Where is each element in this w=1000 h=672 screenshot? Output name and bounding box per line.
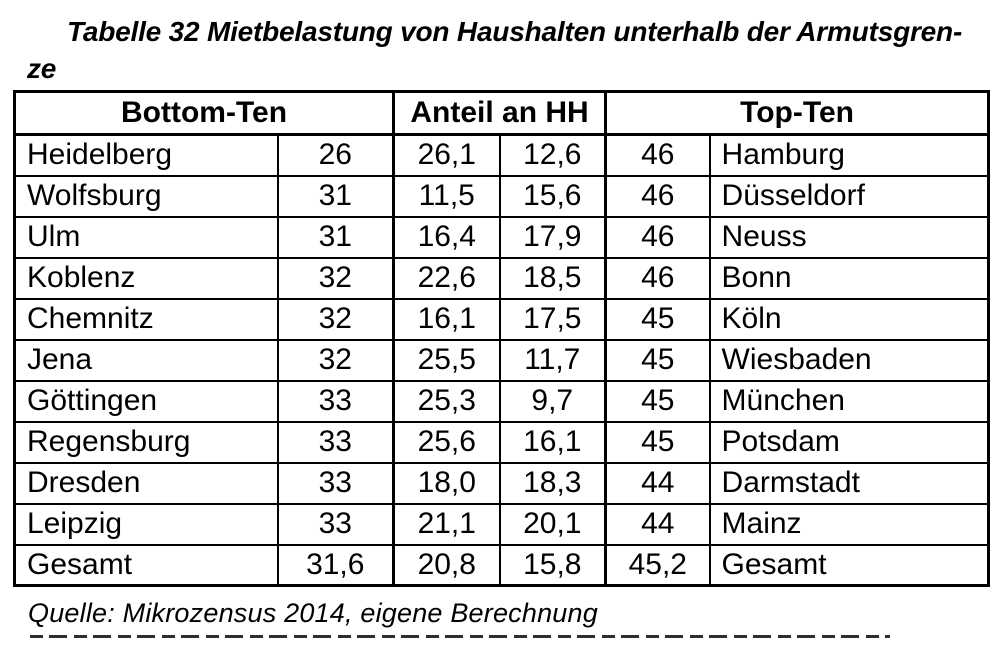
bottom-city-cell: Koblenz <box>13 256 279 300</box>
anteil-top-cell: 15,8 <box>498 543 607 587</box>
anteil-top-cell: 17,9 <box>498 215 607 259</box>
top-value-cell: 46 <box>604 133 711 177</box>
table-row: Heidelberg 26 26,1 12,6 46 Hamburg <box>13 133 990 177</box>
bottom-city-cell: Wolfsburg <box>13 174 279 218</box>
bottom-value-cell: 32 <box>276 256 395 300</box>
anteil-bottom-cell: 16,1 <box>392 297 501 341</box>
mietbelastung-table: Bottom-Ten Anteil an HH Top-Ten Heidelbe… <box>13 90 991 587</box>
bottom-value-cell: 32 <box>276 297 395 341</box>
top-city-cell: Neuss <box>708 215 990 259</box>
anteil-bottom-cell: 25,3 <box>392 379 501 423</box>
bottom-value-cell: 32 <box>276 338 395 382</box>
bottom-city-cell: Dresden <box>13 461 279 505</box>
top-value-cell: 45 <box>604 338 711 382</box>
table-row: Regensburg 33 25,6 16,1 45 Potsdam <box>13 420 990 464</box>
top-city-cell: Mainz <box>708 502 990 546</box>
table-header-row: Bottom-Ten Anteil an HH Top-Ten <box>13 90 990 136</box>
top-city-cell: Hamburg <box>708 133 990 177</box>
top-city-cell: Wiesbaden <box>708 338 990 382</box>
bottom-value-cell: 31 <box>276 174 395 218</box>
top-value-cell: 44 <box>604 461 711 505</box>
top-city-cell: Gesamt <box>708 543 990 587</box>
column-header-anteil-an-hh: Anteil an HH <box>392 90 607 136</box>
table-row: Wolfsburg 31 11,5 15,6 46 Düsseldorf <box>13 174 990 218</box>
anteil-bottom-cell: 20,8 <box>392 543 501 587</box>
anteil-top-cell: 16,1 <box>498 420 607 464</box>
top-value-cell: 45 <box>604 420 711 464</box>
bottom-city-cell: Heidelberg <box>13 133 279 177</box>
anteil-top-cell: 12,6 <box>498 133 607 177</box>
top-city-cell: Potsdam <box>708 420 990 464</box>
anteil-bottom-cell: 25,6 <box>392 420 501 464</box>
table-total-row: Gesamt 31,6 20,8 15,8 45,2 Gesamt <box>13 543 990 587</box>
top-value-cell: 45 <box>604 379 711 423</box>
bottom-value-cell: 33 <box>276 379 395 423</box>
anteil-bottom-cell: 16,4 <box>392 215 501 259</box>
anteil-bottom-cell: 21,1 <box>392 502 501 546</box>
top-city-cell: Bonn <box>708 256 990 300</box>
table-row: Chemnitz 32 16,1 17,5 45 Köln <box>13 297 990 341</box>
column-header-bottom-ten: Bottom-Ten <box>13 90 395 136</box>
top-value-cell: 46 <box>604 256 711 300</box>
anteil-top-cell: 11,7 <box>498 338 607 382</box>
bottom-city-cell: Jena <box>13 338 279 382</box>
anteil-top-cell: 18,5 <box>498 256 607 300</box>
bottom-city-cell: Regensburg <box>13 420 279 464</box>
bottom-city-cell: Gesamt <box>13 543 279 587</box>
table-title-line-1: Tabelle 32 Mietbelastung von Haushalten … <box>67 16 963 47</box>
top-value-cell: 46 <box>604 215 711 259</box>
page: { "title": { "line1": "Tabelle 32 Mietbe… <box>0 13 1000 672</box>
anteil-bottom-cell: 11,5 <box>392 174 501 218</box>
bottom-city-cell: Chemnitz <box>13 297 279 341</box>
top-value-cell: 45,2 <box>604 543 711 587</box>
anteil-bottom-cell: 18,0 <box>392 461 501 505</box>
table-row: Koblenz 32 22,6 18,5 46 Bonn <box>13 256 990 300</box>
table-row: Ulm 31 16,4 17,9 46 Neuss <box>13 215 990 259</box>
top-value-cell: 45 <box>604 297 711 341</box>
top-city-cell: Düsseldorf <box>708 174 990 218</box>
top-city-cell: München <box>708 379 990 423</box>
top-city-cell: Darmstadt <box>708 461 990 505</box>
bottom-value-cell: 33 <box>276 461 395 505</box>
anteil-top-cell: 20,1 <box>498 502 607 546</box>
bottom-value-cell: 31,6 <box>276 543 395 587</box>
anteil-top-cell: 9,7 <box>498 379 607 423</box>
bottom-city-cell: Göttingen <box>13 379 279 423</box>
bottom-value-cell: 33 <box>276 420 395 464</box>
bottom-value-cell: 31 <box>276 215 395 259</box>
bottom-city-cell: Ulm <box>13 215 279 259</box>
anteil-top-cell: 17,5 <box>498 297 607 341</box>
anteil-top-cell: 18,3 <box>498 461 607 505</box>
table-row: Leipzig 33 21,1 20,1 44 Mainz <box>13 502 990 546</box>
column-header-top-ten: Top-Ten <box>604 90 990 136</box>
table-row: Jena 32 25,5 11,7 45 Wiesbaden <box>13 338 990 382</box>
top-city-cell: Köln <box>708 297 990 341</box>
cropped-text-remnant <box>30 635 890 638</box>
top-value-cell: 46 <box>604 174 711 218</box>
table-row: Göttingen 33 25,3 9,7 45 München <box>13 379 990 423</box>
bottom-city-cell: Leipzig <box>13 502 279 546</box>
bottom-value-cell: 26 <box>276 133 395 177</box>
table-title-line-2: ze <box>27 53 57 84</box>
source-note: Quelle: Mikrozensus 2014, eigene Berechn… <box>28 598 598 628</box>
top-value-cell: 44 <box>604 502 711 546</box>
anteil-bottom-cell: 25,5 <box>392 338 501 382</box>
anteil-bottom-cell: 22,6 <box>392 256 501 300</box>
bottom-value-cell: 33 <box>276 502 395 546</box>
table-row: Dresden 33 18,0 18,3 44 Darmstadt <box>13 461 990 505</box>
anteil-top-cell: 15,6 <box>498 174 607 218</box>
table-title: Tabelle 32 Mietbelastung von Haushalten … <box>27 13 982 87</box>
anteil-bottom-cell: 26,1 <box>392 133 501 177</box>
